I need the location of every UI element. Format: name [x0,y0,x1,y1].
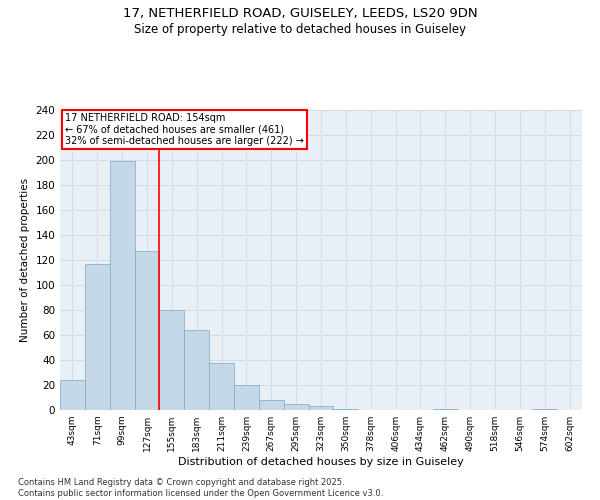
Text: Contains HM Land Registry data © Crown copyright and database right 2025.
Contai: Contains HM Land Registry data © Crown c… [18,478,383,498]
Bar [308,406,334,410]
Bar [184,330,209,410]
Text: 17 NETHERFIELD ROAD: 154sqm
← 67% of detached houses are smaller (461)
32% of se: 17 NETHERFIELD ROAD: 154sqm ← 67% of det… [65,113,304,146]
Text: Size of property relative to detached houses in Guiseley: Size of property relative to detached ho… [134,22,466,36]
Bar [110,161,134,410]
Bar [209,362,234,410]
Bar [259,400,284,410]
Bar [334,409,358,410]
X-axis label: Distribution of detached houses by size in Guiseley: Distribution of detached houses by size … [178,457,464,467]
Bar [160,310,184,410]
Text: 17, NETHERFIELD ROAD, GUISELEY, LEEDS, LS20 9DN: 17, NETHERFIELD ROAD, GUISELEY, LEEDS, L… [122,8,478,20]
Bar [85,264,110,410]
Bar [433,409,458,410]
Bar [234,385,259,410]
Bar [60,380,85,410]
Y-axis label: Number of detached properties: Number of detached properties [20,178,30,342]
Bar [532,409,557,410]
Bar [284,404,308,410]
Bar [134,251,160,410]
